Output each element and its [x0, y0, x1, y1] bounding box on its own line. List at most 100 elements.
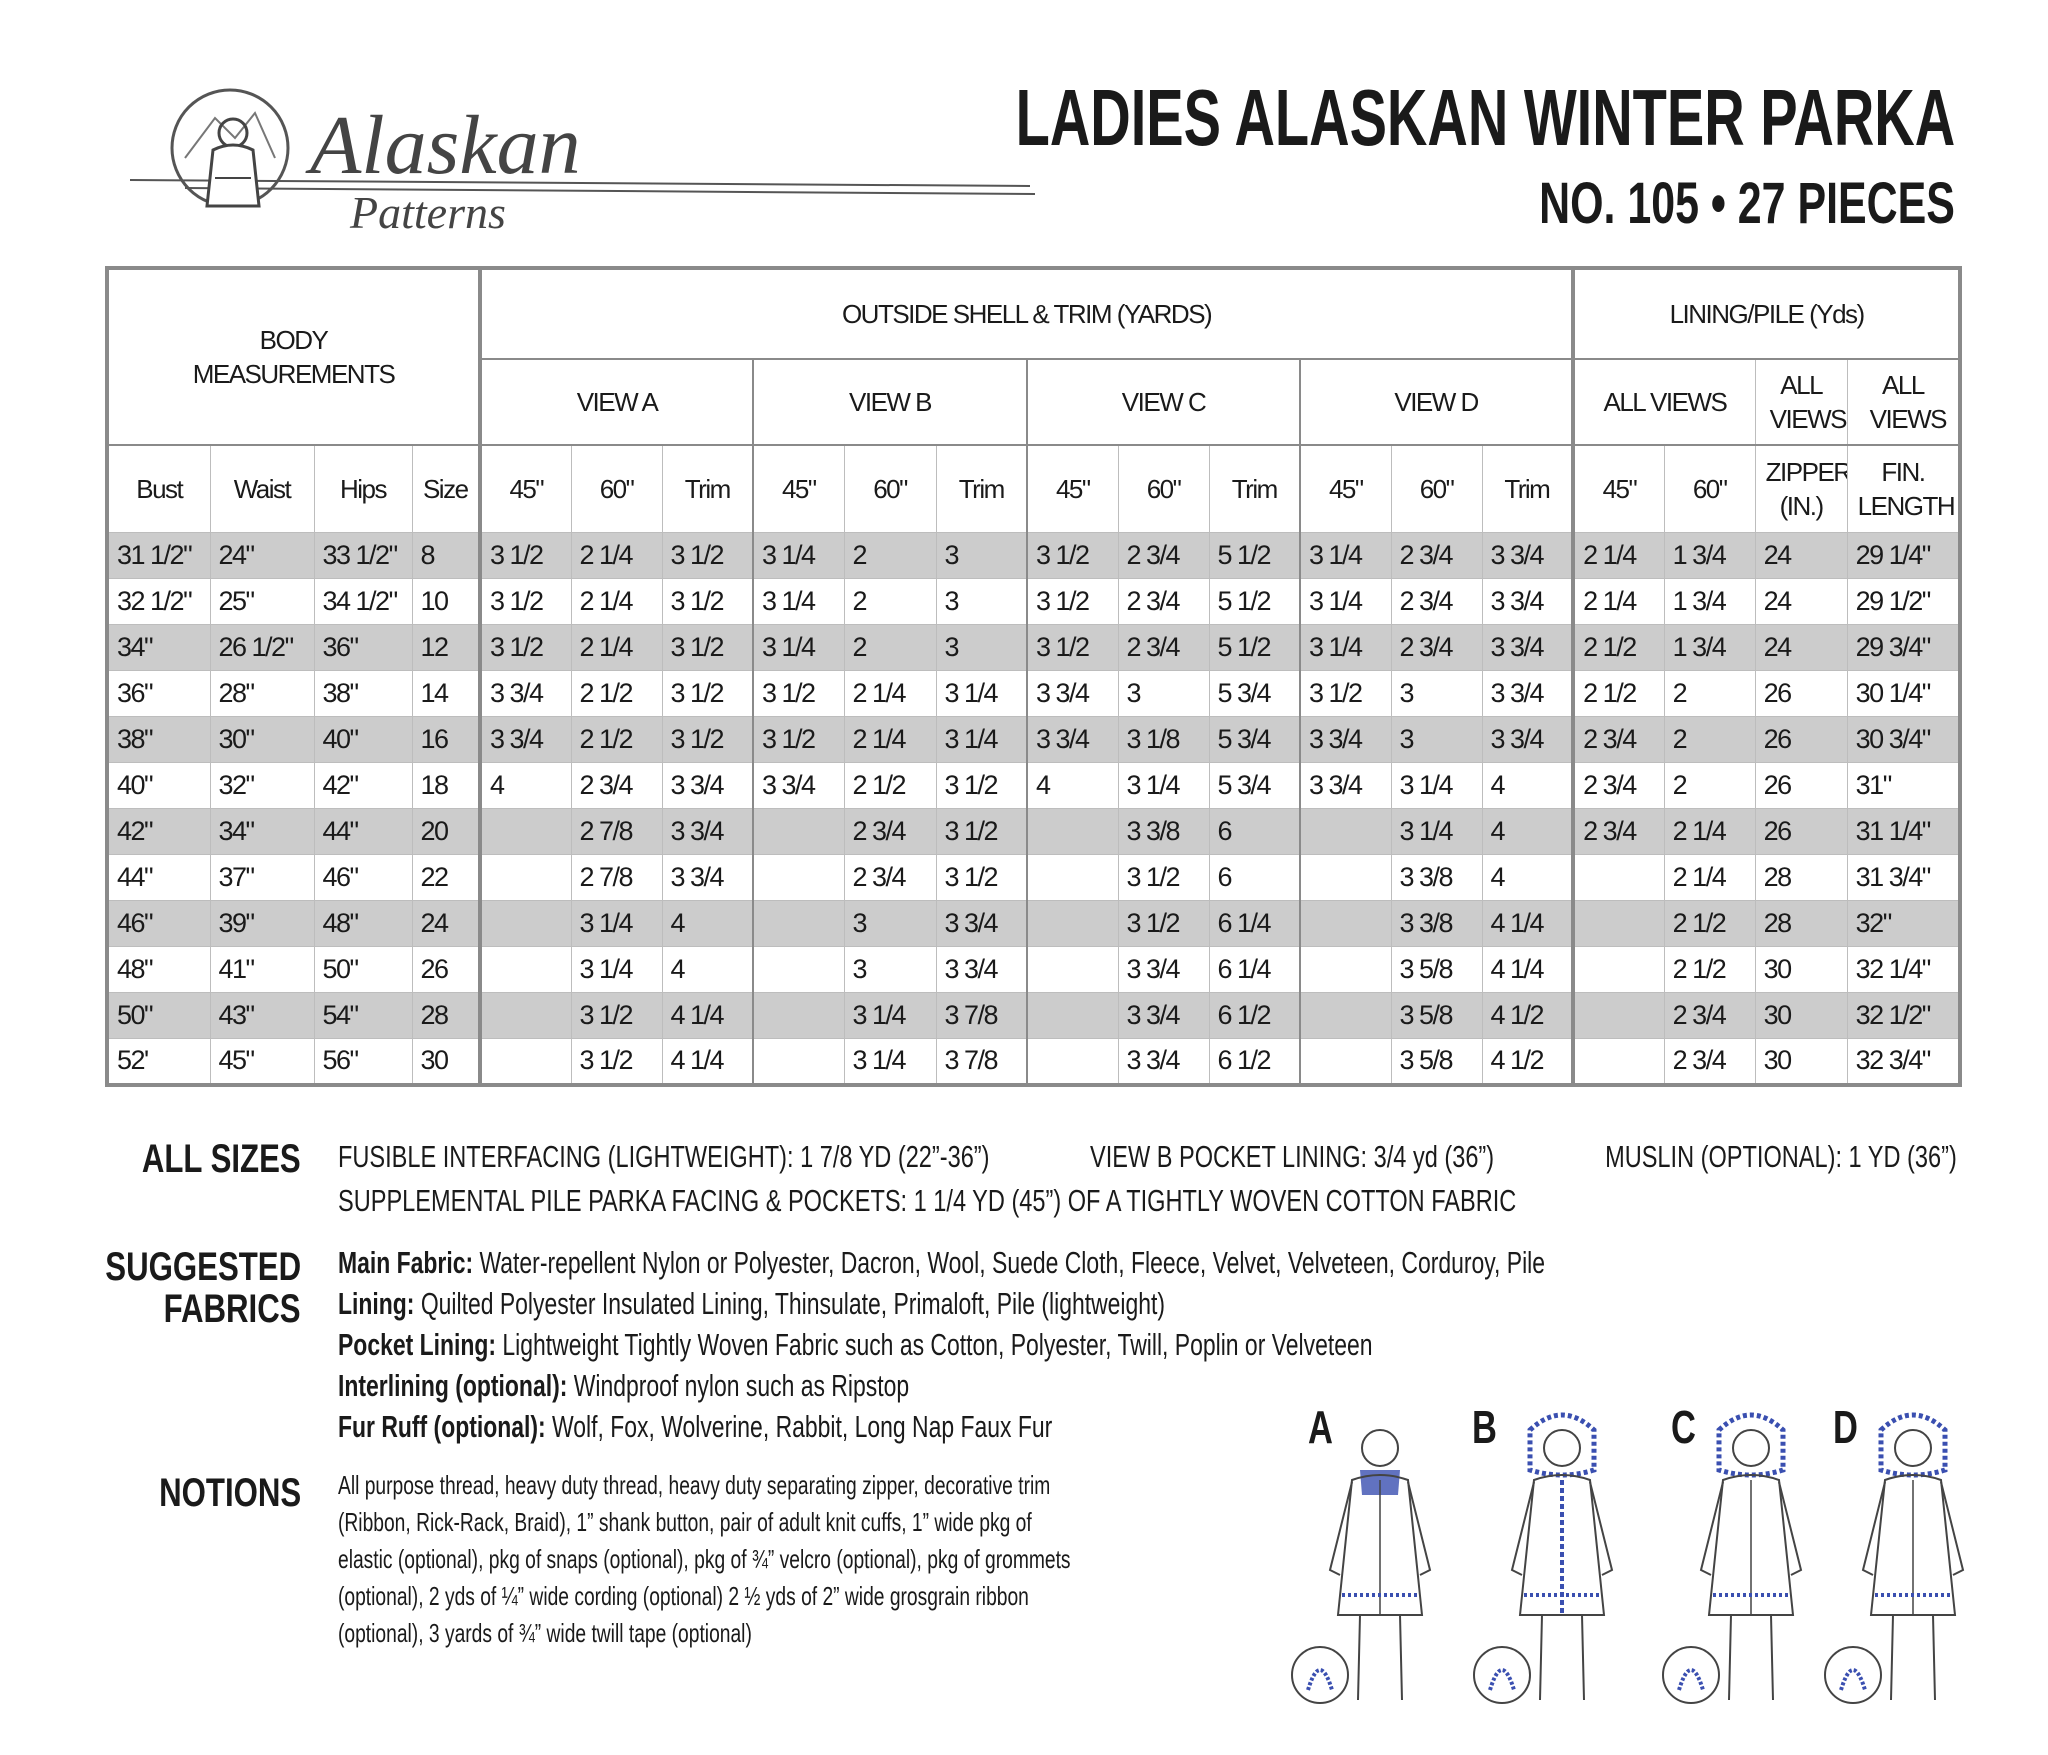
table-cell: 29 1/2" — [1846, 578, 1961, 625]
table-cell: 3 1/4 — [1390, 762, 1483, 809]
table-cell: 29 3/4" — [1846, 624, 1961, 671]
table-cell: 3 1/2 — [1026, 532, 1119, 579]
table-cell: 22 — [411, 854, 481, 901]
table-cell: 3 3/4 — [1026, 670, 1119, 717]
table-cell: 38" — [313, 670, 413, 717]
table-cell: 32 1/2" — [1846, 992, 1961, 1039]
table-cell: 18 — [411, 762, 481, 809]
table-cell: 24 — [1754, 532, 1848, 579]
header-lining-pile: LINING/PILE (Yds) — [1571, 267, 1961, 360]
header-all-views-length: ALL VIEWS — [1846, 358, 1961, 446]
table-cell: 3 1/2 — [661, 624, 754, 671]
table-cell: 3 1/4 — [570, 900, 663, 947]
table-cell: 30 1/4" — [1846, 670, 1961, 717]
notions-list: All purpose thread, heavy duty thread, h… — [338, 1470, 1328, 1655]
table-cell: 34 1/2" — [313, 578, 413, 625]
svg-text:Patterns: Patterns — [349, 187, 506, 238]
notions-line: (optional), 2 yds of ¼” wide cording (op… — [338, 1581, 1029, 1611]
table-row: 31 1/2" 24" 33 1/2" 8 3 1/2 2 1/4 3 1/2 3 1/4 2 3… — [106, 532, 1961, 579]
pattern-header: LADIES ALASKAN WINTER PARKA NO. 105 • 27… — [613, 78, 1955, 234]
table-cell: 3 1/2 — [661, 670, 754, 717]
table-cell: 2 3/4 — [1571, 762, 1665, 809]
table-cell: 2 — [843, 624, 937, 671]
column-header: 60" — [1663, 444, 1756, 533]
table-cell — [1026, 1038, 1119, 1085]
table-cell: 2 — [1663, 670, 1756, 717]
table-cell: 3 — [935, 532, 1028, 579]
table-cell: 2 — [1663, 762, 1756, 809]
table-cell: 3 3/4 — [661, 854, 754, 901]
table-cell: 3 1/2 — [478, 624, 572, 671]
table-cell: 3 3/8 — [1390, 854, 1483, 901]
table-cell: 2 3/4 — [1390, 532, 1483, 579]
header-all-views-lining: ALL VIEWS — [1571, 358, 1756, 446]
header-view-d: VIEW D — [1299, 358, 1574, 446]
view-letter: B — [1472, 1401, 1497, 1453]
table-cell: 24 — [411, 900, 481, 947]
table-cell — [1299, 900, 1392, 947]
table-cell: 6 1/4 — [1208, 900, 1301, 947]
table-cell — [478, 992, 572, 1039]
table-cell: 3 1/2 — [752, 670, 845, 717]
parka-view-b-icon — [1473, 1412, 1614, 1704]
all-sizes-heading: ALL SIZES — [142, 1137, 301, 1181]
table-cell — [1299, 946, 1392, 993]
table-cell: 2 1/2 — [843, 762, 937, 809]
header-all-views-zipper: ALL VIEWS — [1754, 358, 1848, 446]
table-cell: 3 3/4 — [478, 716, 572, 763]
table-cell: 3 1/2 — [1117, 854, 1210, 901]
table-cell: 40" — [313, 716, 413, 763]
table-cell: 3 1/2 — [661, 532, 754, 579]
table-cell: 46" — [106, 900, 211, 947]
table-cell: 3 1/2 — [1026, 578, 1119, 625]
table-cell: 2 3/4 — [1117, 578, 1210, 625]
table-row: 46" 39" 48" 24 3 1/4 4 3 3 3/4 3 1/2 6 1/4 3 3/8 4 … — [106, 900, 1961, 947]
table-cell: 28 — [1754, 900, 1848, 947]
table-cell: 37" — [209, 854, 315, 901]
table-cell: 2 1/4 — [1571, 532, 1665, 579]
fabric-text: Windproof nylon such as Ripstop — [567, 1368, 910, 1403]
table-cell: 2 1/2 — [570, 716, 663, 763]
table-cell: 29 1/4" — [1846, 532, 1961, 579]
fabric-label: Interlining (optional): — [338, 1368, 568, 1403]
table-cell: 3 3/4 — [1299, 762, 1392, 809]
table-cell: 24" — [209, 532, 315, 579]
table-cell: 3 1/4 — [570, 946, 663, 993]
table-cell: 3 3/4 — [1117, 946, 1210, 993]
table-cell: 3 3/4 — [661, 808, 754, 855]
table-cell: 30 — [1754, 1038, 1848, 1085]
table-cell: 30 — [1754, 992, 1848, 1039]
table-cell: 6 1/2 — [1208, 1038, 1301, 1085]
fabric-item: Lining: Quilted Polyester Insulated Lini… — [338, 1287, 1969, 1328]
fabric-label: Lining: — [338, 1286, 415, 1321]
table-cell: 3 1/4 — [1117, 762, 1210, 809]
table-cell: 5 1/2 — [1208, 578, 1301, 625]
table-cell: 4 1/4 — [661, 1038, 754, 1085]
table-row: 34" 26 1/2" 36" 12 3 1/2 2 1/4 3 1/2 3 1/4 2 3 3 1… — [106, 624, 1961, 671]
table-cell — [752, 900, 845, 947]
table-cell: 38" — [106, 716, 211, 763]
table-cell: 3 — [1117, 670, 1210, 717]
table-cell: 3 — [1390, 716, 1483, 763]
table-cell: 3 3/4 — [1481, 578, 1574, 625]
muslin-text: MUSLIN (OPTIONAL): 1 YD (36”) — [1605, 1139, 1957, 1174]
table-cell: 3 3/4 — [752, 762, 845, 809]
table-cell: 28" — [209, 670, 315, 717]
table-cell: 2 3/4 — [1117, 532, 1210, 579]
table-cell — [752, 1038, 845, 1085]
table-cell: 3 7/8 — [935, 992, 1028, 1039]
table-cell: 2 3/4 — [1390, 578, 1483, 625]
view-letter: C — [1671, 1401, 1696, 1453]
table-cell: 2 1/4 — [570, 624, 663, 671]
table-cell: 2 1/4 — [570, 532, 663, 579]
table-cell: 6 — [1208, 808, 1301, 855]
header-view-a: VIEW A — [478, 358, 754, 446]
table-cell — [1299, 1038, 1392, 1085]
table-cell: 26 — [1754, 716, 1848, 763]
table-cell: 3 1/4 — [935, 670, 1028, 717]
table-cell: 12 — [411, 624, 481, 671]
column-header: 60" — [843, 444, 937, 533]
table-cell: 4 1/2 — [1481, 992, 1574, 1039]
table-cell: 42" — [106, 808, 211, 855]
table-cell: 3 — [935, 578, 1028, 625]
